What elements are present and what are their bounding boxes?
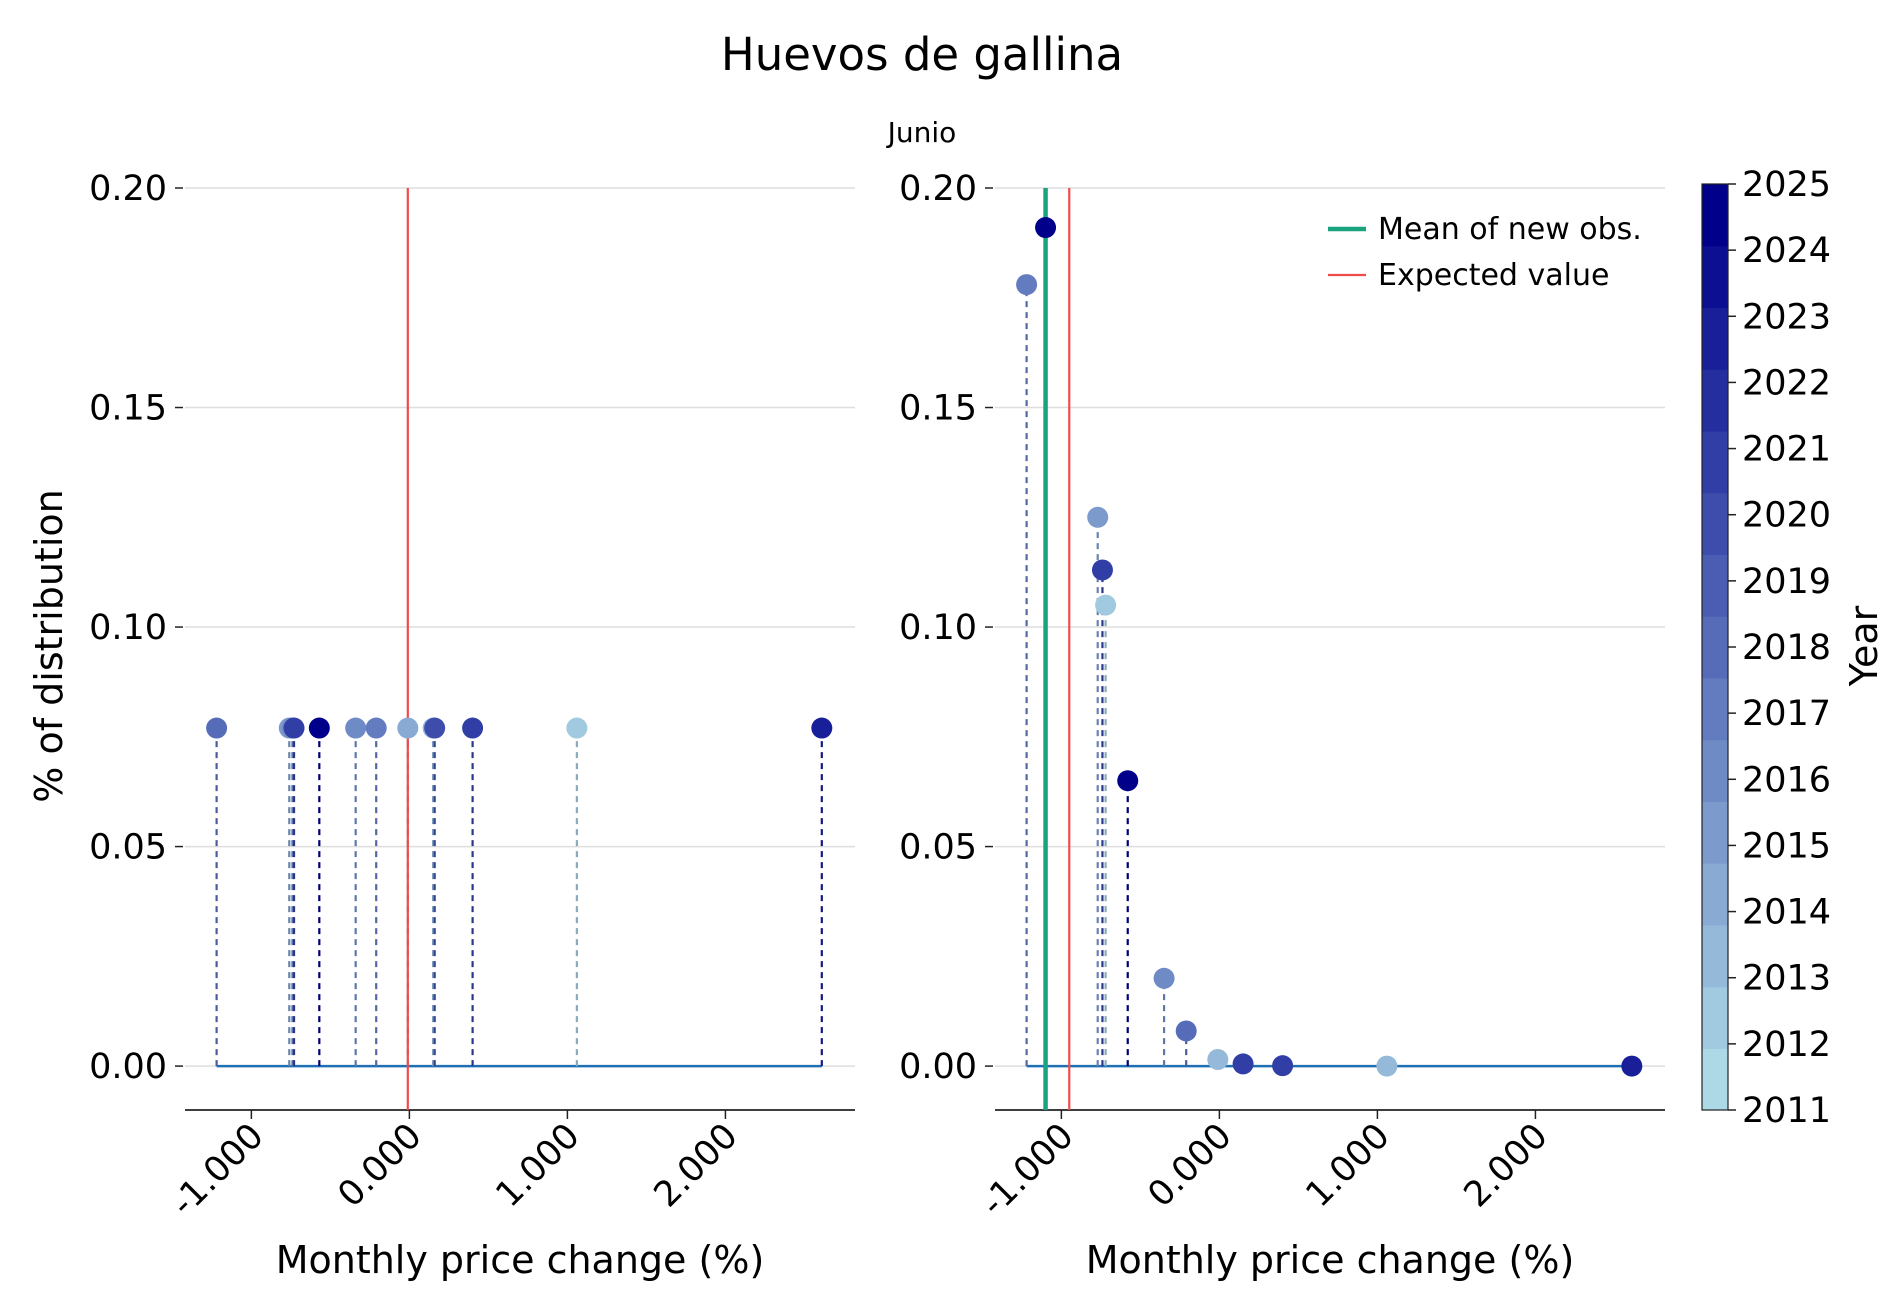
y-tick-label: 0.20 bbox=[899, 169, 977, 209]
colorbar-segment bbox=[1702, 801, 1728, 864]
data-point bbox=[397, 717, 419, 739]
data-point bbox=[1175, 1020, 1197, 1042]
colorbar-segment bbox=[1702, 677, 1728, 741]
colorbar-tick-label: 2019 bbox=[1742, 562, 1831, 602]
colorbar-segment bbox=[1702, 924, 1728, 988]
colorbar-segment bbox=[1702, 184, 1728, 247]
data-point bbox=[308, 717, 330, 739]
chart-title: Huevos de gallina bbox=[721, 28, 1123, 81]
colorbar-label: Year bbox=[1842, 605, 1886, 687]
y-tick-label: 0.10 bbox=[899, 608, 977, 648]
colorbar-tick-label: 2012 bbox=[1742, 1025, 1831, 1065]
x-tick-label: -1.000 bbox=[974, 1116, 1082, 1224]
x-tick-label: 2.000 bbox=[647, 1116, 746, 1215]
colorbar-tick-label: 2016 bbox=[1742, 760, 1831, 800]
colorbar-tick-label: 2011 bbox=[1742, 1091, 1831, 1131]
y-tick-label: 0.10 bbox=[89, 608, 167, 648]
panels: 0.00 0.05 0.10 0.15 0.20 -1.000 0.000 1.000 2.00… bbox=[89, 169, 1665, 1282]
colorbar-tick-label: 2025 bbox=[1742, 165, 1831, 205]
data-point bbox=[1207, 1049, 1229, 1071]
data-point bbox=[1035, 217, 1057, 239]
x-tick-label: 1.000 bbox=[1299, 1116, 1398, 1215]
y-tick-label: 0.00 bbox=[89, 1047, 167, 1087]
colorbar-tick-label: 2021 bbox=[1742, 430, 1831, 470]
data-point bbox=[1376, 1055, 1398, 1077]
colorbar-tick-label: 2023 bbox=[1742, 297, 1831, 337]
colorbar-tick-label: 2015 bbox=[1742, 826, 1831, 866]
colorbar-segment bbox=[1702, 616, 1728, 679]
x-tick-label: 0.000 bbox=[1141, 1116, 1240, 1215]
colorbar-segment bbox=[1702, 492, 1728, 555]
y-tick-label: 0.05 bbox=[899, 828, 977, 868]
colorbar-tick-label: 2022 bbox=[1742, 363, 1831, 403]
colorbar-segment bbox=[1702, 739, 1728, 802]
legend: Mean of new obs. Expected value bbox=[1328, 212, 1642, 293]
x-tick-label: 2.000 bbox=[1457, 1116, 1556, 1215]
data-point bbox=[1087, 506, 1109, 528]
colorbar-segment bbox=[1702, 863, 1728, 926]
y-tick-label: 0.00 bbox=[899, 1047, 977, 1087]
x-tick-label: -1.000 bbox=[164, 1116, 272, 1224]
colorbar-tick-label: 2020 bbox=[1742, 496, 1831, 536]
colorbar-segment bbox=[1702, 554, 1728, 617]
colorbar-segment bbox=[1702, 1048, 1728, 1111]
colorbar-segment bbox=[1702, 307, 1728, 370]
colorbar-segment bbox=[1702, 430, 1728, 494]
x-axis-label: Monthly price change (%) bbox=[1086, 1238, 1575, 1282]
data-point bbox=[1272, 1055, 1294, 1077]
x-axis-label: Monthly price change (%) bbox=[276, 1238, 765, 1282]
colorbar-segment bbox=[1702, 245, 1728, 309]
left-panel: 0.00 0.05 0.10 0.15 0.20 -1.000 0.000 1.000 2.00… bbox=[89, 169, 855, 1282]
y-axis-label: % of distribution bbox=[27, 489, 71, 802]
colorbar-segment bbox=[1702, 986, 1728, 1049]
data-point bbox=[566, 717, 588, 739]
data-point bbox=[1153, 967, 1175, 989]
x-tick-label: 1.000 bbox=[489, 1116, 588, 1215]
legend-label: Mean of new obs. bbox=[1378, 212, 1642, 247]
y-tick-label: 0.15 bbox=[899, 389, 977, 429]
data-point bbox=[365, 717, 387, 739]
y-tick-label: 0.05 bbox=[89, 828, 167, 868]
data-point bbox=[1095, 594, 1117, 616]
data-point bbox=[811, 717, 833, 739]
data-point bbox=[1232, 1053, 1254, 1075]
data-point bbox=[345, 717, 367, 739]
colorbar-tick-label: 2014 bbox=[1742, 893, 1831, 933]
colorbar: 2011 2012 2013 2014 2015 2016 2017 2018 2019 2020… bbox=[1701, 165, 1886, 1131]
colorbar-tick-label: 2024 bbox=[1742, 231, 1831, 271]
data-point bbox=[283, 717, 305, 739]
data-point bbox=[1016, 274, 1038, 296]
y-tick-label: 0.15 bbox=[89, 389, 167, 429]
data-point bbox=[1117, 770, 1139, 792]
right-panel-subtitle: Junio bbox=[886, 116, 957, 149]
legend-label: Expected value bbox=[1378, 258, 1609, 293]
data-point bbox=[1091, 559, 1113, 581]
data-point bbox=[424, 717, 446, 739]
data-point bbox=[462, 717, 484, 739]
x-tick-label: 0.000 bbox=[331, 1116, 430, 1215]
colorbar-segment bbox=[1702, 369, 1728, 432]
colorbar-tick-label: 2018 bbox=[1742, 628, 1831, 668]
colorbar-tick-label: 2013 bbox=[1742, 959, 1831, 999]
data-point bbox=[206, 717, 228, 739]
data-point bbox=[1621, 1055, 1643, 1077]
colorbar-tick-label: 2017 bbox=[1742, 694, 1831, 734]
y-tick-label: 0.20 bbox=[89, 169, 167, 209]
right-panel: 0.00 0.05 0.10 0.15 0.20 -1.000 0.000 1.000 2.00… bbox=[899, 169, 1665, 1282]
